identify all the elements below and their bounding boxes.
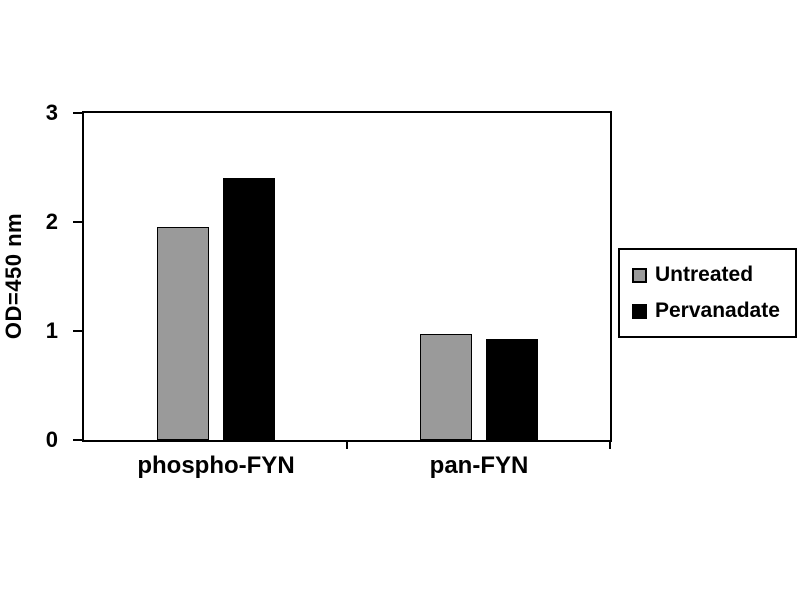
legend-swatch-icon <box>632 303 647 319</box>
y-tick-mark <box>73 221 82 223</box>
y-tick-mark <box>73 330 82 332</box>
plot-area <box>82 111 612 442</box>
y-tick-mark <box>73 439 82 441</box>
y-tick-label: 1 <box>45 318 58 343</box>
legend: Untreated Pervanadate <box>618 248 797 338</box>
x-tick-mark <box>609 442 611 449</box>
x-category-label: pan-FYN <box>429 452 529 479</box>
bar-untreated-pan-fyn <box>420 334 472 440</box>
y-tick-label: 0 <box>45 427 58 452</box>
bar-pervanadate-phospho-fyn <box>223 178 275 440</box>
y-tick-mark <box>73 112 82 114</box>
legend-item-label: Untreated <box>655 263 754 286</box>
legend-item-label: Pervanadate <box>655 299 780 322</box>
x-category-label: phospho-FYN <box>137 452 295 479</box>
y-tick-label: 2 <box>45 209 58 234</box>
x-tick-mark <box>346 442 348 449</box>
legend-item: Pervanadate <box>632 300 795 322</box>
bar-pervanadate-pan-fyn <box>486 339 538 440</box>
legend-item: Untreated <box>632 264 795 286</box>
y-tick-label: 3 <box>45 100 58 125</box>
bar-untreated-phospho-fyn <box>157 227 209 440</box>
legend-swatch-icon <box>632 267 647 283</box>
